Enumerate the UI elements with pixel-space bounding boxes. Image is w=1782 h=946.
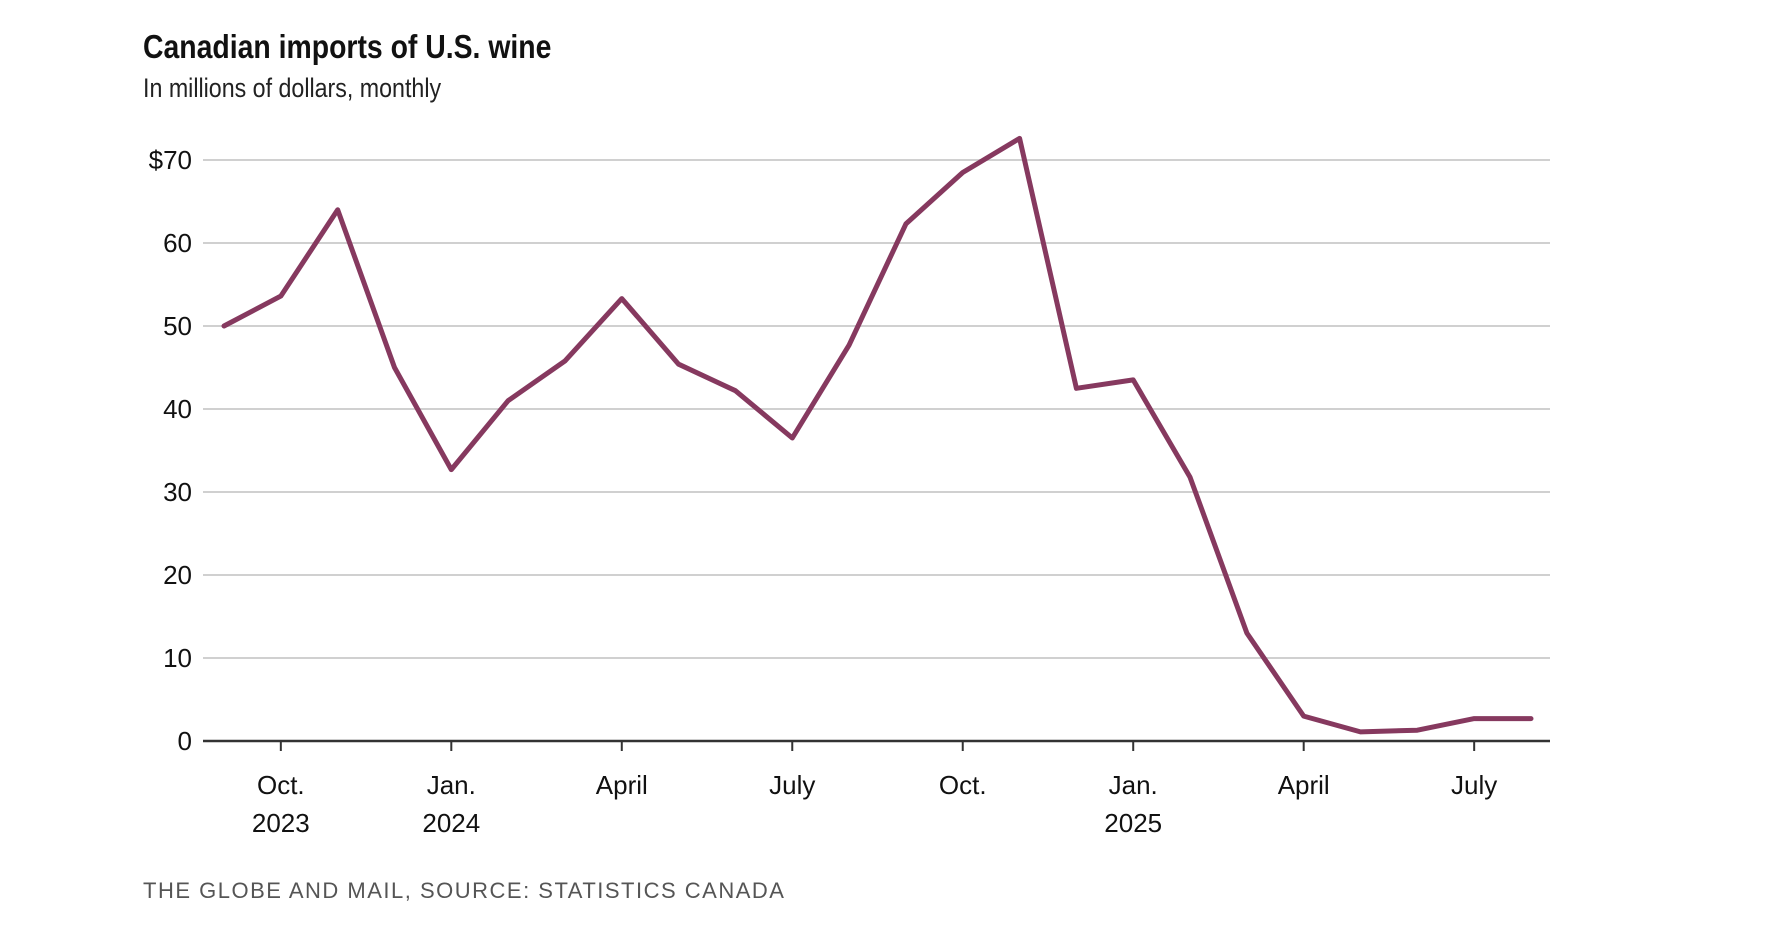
series-line (221, 135, 1534, 735)
x-tick-year-label: 2024 (422, 808, 480, 838)
x-tick-label: Oct. (257, 770, 305, 800)
x-tick-label: April (596, 770, 648, 800)
x-tick-label: Jan. (427, 770, 476, 800)
y-tick-label: $70 (149, 145, 192, 175)
x-tick-label: July (1451, 770, 1497, 800)
x-tick-label: July (769, 770, 815, 800)
y-tick-label: 50 (163, 311, 192, 341)
y-tick-label: 30 (163, 477, 192, 507)
y-tick-label: 60 (163, 228, 192, 258)
y-tick-label: 10 (163, 643, 192, 673)
chart-subtitle: In millions of dollars, monthly (143, 73, 442, 103)
y-tick-label: 0 (178, 726, 192, 756)
source-note: THE GLOBE AND MAIL, SOURCE: STATISTICS C… (143, 878, 786, 903)
x-tick-label: April (1278, 770, 1330, 800)
x-tick-label: Jan. (1109, 770, 1158, 800)
x-tick-label: Oct. (939, 770, 987, 800)
y-tick-label: 40 (163, 394, 192, 424)
x-tick-year-label: 2023 (252, 808, 310, 838)
x-tick-year-label: 2025 (1104, 808, 1162, 838)
y-tick-label: 20 (163, 560, 192, 590)
chart-title: Canadian imports of U.S. wine (143, 28, 552, 65)
